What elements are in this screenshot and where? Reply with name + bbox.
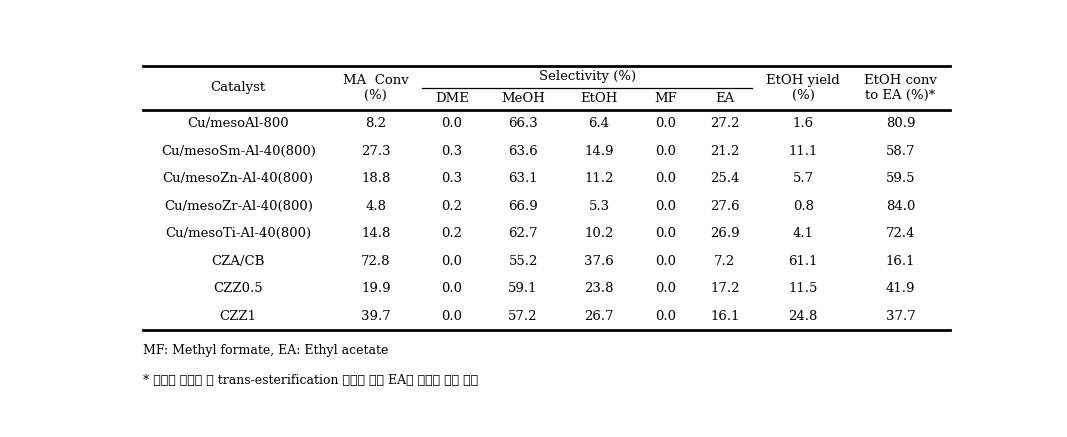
Text: 6.4: 6.4 (589, 117, 609, 130)
Text: 0.0: 0.0 (655, 255, 676, 268)
Text: Selectivity (%): Selectivity (%) (539, 70, 636, 83)
Text: 16.1: 16.1 (711, 310, 739, 323)
Text: Catalyst: Catalyst (210, 81, 266, 94)
Text: 72.4: 72.4 (886, 227, 915, 240)
Text: CZZ1: CZZ1 (220, 310, 257, 323)
Text: CZZ0.5: CZZ0.5 (213, 282, 264, 295)
Text: EtOH conv
to EA (%)*: EtOH conv to EA (%)* (864, 74, 937, 102)
Text: EtOH yield
(%): EtOH yield (%) (766, 74, 840, 102)
Text: EtOH: EtOH (580, 92, 618, 105)
Text: 72.8: 72.8 (361, 255, 391, 268)
Text: 14.9: 14.9 (585, 145, 614, 157)
Text: 80.9: 80.9 (886, 117, 915, 130)
Text: 59.5: 59.5 (886, 172, 915, 185)
Text: 0.0: 0.0 (442, 310, 462, 323)
Text: 84.0: 84.0 (886, 200, 915, 213)
Text: 0.3: 0.3 (442, 145, 462, 157)
Text: 24.8: 24.8 (789, 310, 818, 323)
Text: Cu/mesoAl-800: Cu/mesoAl-800 (188, 117, 289, 130)
Text: 26.7: 26.7 (585, 310, 614, 323)
Text: 37.6: 37.6 (585, 255, 614, 268)
Text: 61.1: 61.1 (789, 255, 818, 268)
Text: 0.0: 0.0 (655, 117, 676, 130)
Text: 0.0: 0.0 (655, 310, 676, 323)
Text: 63.1: 63.1 (508, 172, 538, 185)
Text: 0.0: 0.0 (442, 117, 462, 130)
Text: 5.7: 5.7 (793, 172, 814, 185)
Text: 0.0: 0.0 (442, 282, 462, 295)
Text: 0.8: 0.8 (793, 200, 814, 213)
Text: 11.5: 11.5 (789, 282, 818, 295)
Text: 21.2: 21.2 (711, 145, 739, 157)
Text: 39.7: 39.7 (361, 310, 391, 323)
Text: 0.0: 0.0 (442, 255, 462, 268)
Text: * 합성된 에탈올 중 trans-esterification 반응을 통해 EA로 전환된 양을 계산: * 합성된 에탈올 중 trans-esterification 반응을 통해 … (143, 374, 478, 387)
Text: Cu/mesoSm-Al-40(800): Cu/mesoSm-Al-40(800) (161, 145, 316, 157)
Text: 8.2: 8.2 (365, 117, 386, 130)
Text: 58.7: 58.7 (886, 145, 915, 157)
Text: 0.2: 0.2 (442, 227, 462, 240)
Text: 7.2: 7.2 (714, 255, 735, 268)
Text: 14.8: 14.8 (362, 227, 391, 240)
Text: 66.3: 66.3 (508, 117, 538, 130)
Text: 25.4: 25.4 (711, 172, 739, 185)
Text: Cu/mesoTi-Al-40(800): Cu/mesoTi-Al-40(800) (165, 227, 312, 240)
Text: 17.2: 17.2 (711, 282, 739, 295)
Text: 0.0: 0.0 (655, 145, 676, 157)
Text: 0.0: 0.0 (655, 227, 676, 240)
Text: 10.2: 10.2 (585, 227, 614, 240)
Text: MF: MF (654, 92, 676, 105)
Text: 57.2: 57.2 (508, 310, 538, 323)
Text: 0.0: 0.0 (655, 200, 676, 213)
Text: 0.2: 0.2 (442, 200, 462, 213)
Text: 62.7: 62.7 (508, 227, 538, 240)
Text: 27.2: 27.2 (711, 117, 739, 130)
Text: EA: EA (715, 92, 734, 105)
Text: 0.0: 0.0 (655, 172, 676, 185)
Text: 55.2: 55.2 (508, 255, 538, 268)
Text: 1.6: 1.6 (793, 117, 814, 130)
Text: 5.3: 5.3 (589, 200, 609, 213)
Text: Cu/mesoZr-Al-40(800): Cu/mesoZr-Al-40(800) (164, 200, 313, 213)
Text: 4.8: 4.8 (365, 200, 386, 213)
Text: MA  Conv
(%): MA Conv (%) (344, 74, 409, 102)
Text: 27.6: 27.6 (710, 200, 739, 213)
Text: CZA/CB: CZA/CB (211, 255, 265, 268)
Text: 16.1: 16.1 (886, 255, 915, 268)
Text: 11.1: 11.1 (789, 145, 818, 157)
Text: 66.9: 66.9 (508, 200, 538, 213)
Text: 18.8: 18.8 (362, 172, 391, 185)
Text: 37.7: 37.7 (886, 310, 915, 323)
Text: MF: Methyl formate, EA: Ethyl acetate: MF: Methyl formate, EA: Ethyl acetate (143, 344, 388, 357)
Text: 63.6: 63.6 (508, 145, 538, 157)
Text: 4.1: 4.1 (793, 227, 814, 240)
Text: 41.9: 41.9 (886, 282, 915, 295)
Text: DME: DME (435, 92, 468, 105)
Text: 27.3: 27.3 (361, 145, 391, 157)
Text: MeOH: MeOH (501, 92, 545, 105)
Text: 19.9: 19.9 (361, 282, 391, 295)
Text: 0.0: 0.0 (655, 282, 676, 295)
Text: Cu/mesoZn-Al-40(800): Cu/mesoZn-Al-40(800) (163, 172, 314, 185)
Text: 26.9: 26.9 (710, 227, 739, 240)
Text: 11.2: 11.2 (585, 172, 614, 185)
Text: 23.8: 23.8 (585, 282, 614, 295)
Text: 59.1: 59.1 (508, 282, 538, 295)
Text: 0.3: 0.3 (442, 172, 462, 185)
